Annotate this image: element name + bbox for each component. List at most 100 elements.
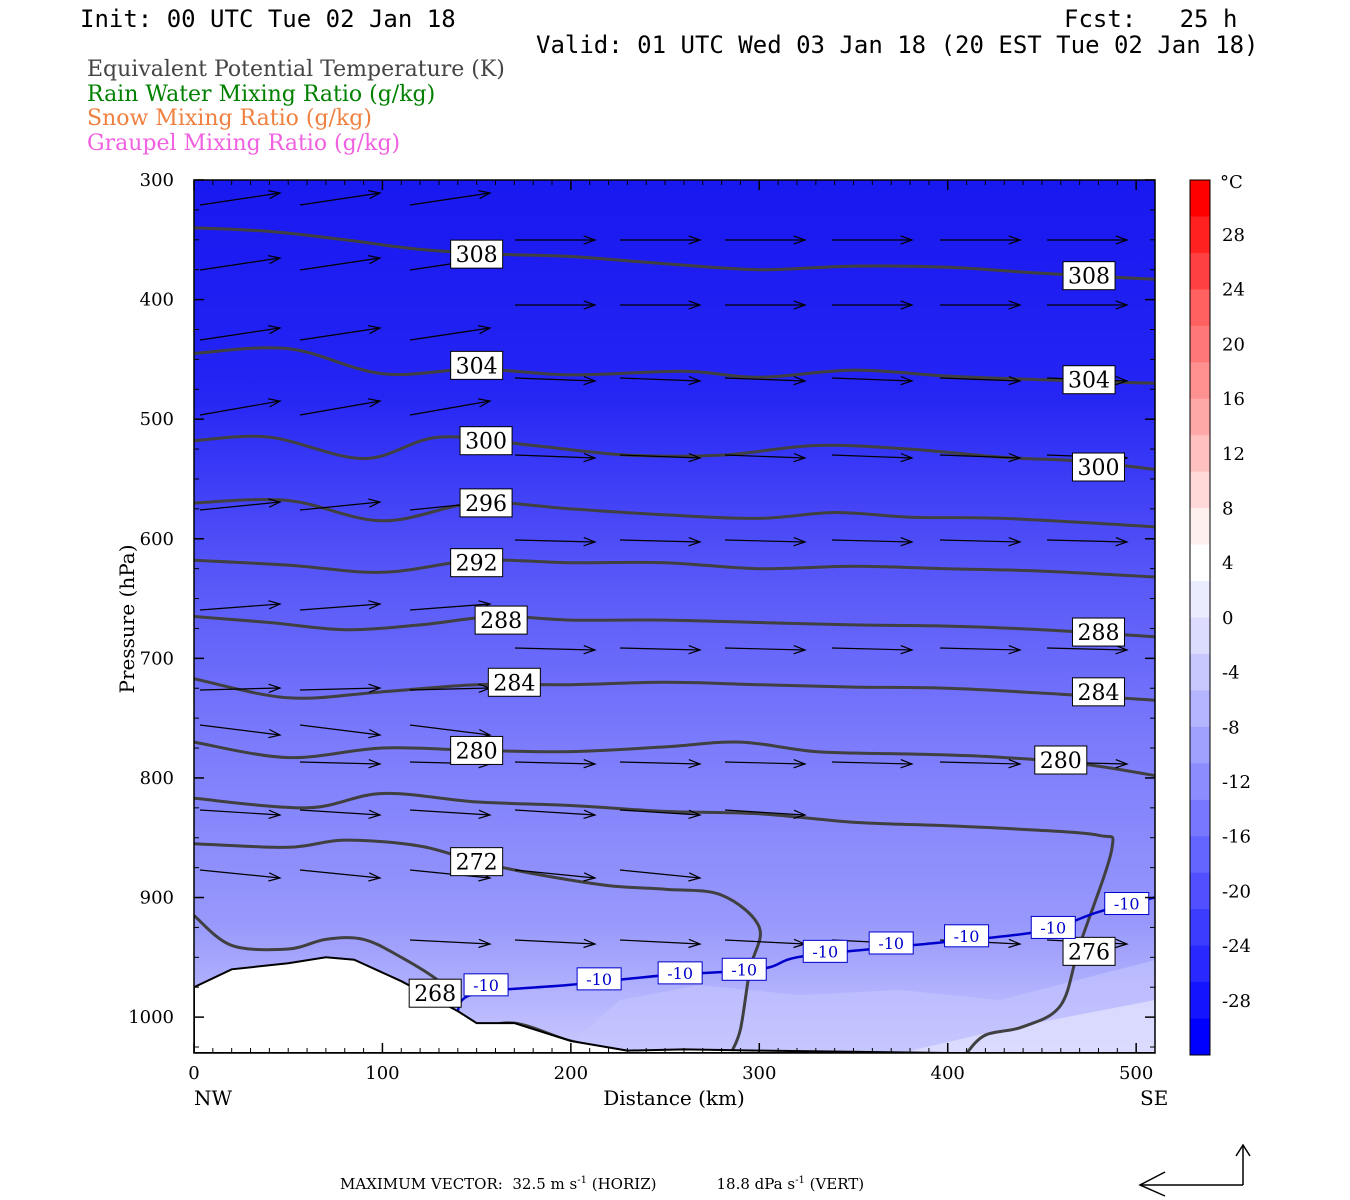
colorbar-swatch-22	[1190, 982, 1210, 1020]
wind-vector-66	[939, 759, 1022, 769]
colorbar-swatch-9	[1190, 508, 1210, 546]
wind-vector-1	[299, 190, 382, 206]
wind-vector-8	[1047, 235, 1129, 245]
wind-vector-81	[619, 938, 702, 949]
theta-e-contour-280	[194, 740, 1155, 778]
contour-label-300-1: 300	[1071, 452, 1125, 482]
isotherm-label-0: -10	[463, 973, 509, 997]
colorbar-label-13: -24	[1222, 936, 1251, 957]
colorbar-swatch-5	[1190, 362, 1210, 400]
svg-text:308: 308	[456, 243, 498, 268]
isotherm-label-2: -10	[657, 961, 703, 985]
wind-vector-25	[939, 375, 1022, 386]
contour-label-272-0: 272	[450, 847, 504, 877]
svg-text:-10: -10	[473, 976, 499, 995]
wind-vector-53	[1046, 645, 1129, 655]
wind-vector-54	[199, 683, 282, 693]
colorbar-swatch-15	[1190, 726, 1210, 764]
wind-vector-72	[619, 809, 702, 819]
wind-vector-36	[199, 498, 282, 511]
isotherm-label-1: -10	[576, 967, 622, 991]
colorbar-swatch-20	[1190, 909, 1210, 947]
svg-text:-10: -10	[586, 970, 612, 989]
x-axis-label: Distance (km)	[603, 1086, 745, 1110]
wind-vector-12	[515, 300, 597, 310]
contour-label-300-0: 300	[459, 426, 513, 456]
wind-vector-6	[832, 235, 914, 245]
theta-e-contour-296	[194, 498, 1155, 529]
colorbar-swatch-18	[1190, 836, 1210, 874]
colorbar-label-10: -12	[1222, 772, 1251, 793]
wind-vector-62	[514, 759, 597, 769]
wind-vector-19	[299, 325, 382, 341]
wind-vector-46	[299, 600, 382, 611]
colorbar-swatch-10	[1190, 544, 1210, 582]
temperature-fill	[194, 180, 1155, 1053]
x-end-right: SE	[1140, 1086, 1168, 1110]
colorbar-swatch-7	[1190, 435, 1210, 473]
svg-text:-10: -10	[1114, 895, 1140, 914]
wind-vector-75	[299, 869, 382, 882]
contour-label-284-1: 284	[1071, 677, 1125, 707]
terrain	[194, 956, 1155, 1053]
y-tick-label-300: 300	[140, 170, 174, 191]
wind-vector-27	[199, 398, 282, 416]
wind-vector-24	[831, 375, 914, 386]
wind-vector-7	[940, 235, 1022, 245]
forecast-hour: Fcst: 25 h	[1064, 5, 1238, 33]
contour-label-284-0: 284	[487, 667, 541, 697]
contour-label-288-1: 288	[1071, 617, 1125, 647]
x-tick-label-200: 200	[554, 1063, 588, 1084]
colorbar-label-9: -8	[1222, 717, 1240, 738]
legend-theta-e: Equivalent Potential Temperature (K)	[87, 57, 505, 82]
wind-vector-52	[939, 645, 1022, 655]
svg-text:300: 300	[1077, 456, 1119, 481]
wind-vector-20	[409, 325, 492, 341]
wind-vector-18	[199, 325, 282, 341]
contour-label-280-0: 280	[450, 735, 504, 765]
wind-vector-40	[619, 537, 702, 547]
wind-vector-4	[620, 235, 702, 245]
svg-text:280: 280	[456, 739, 498, 764]
theta-e-contour-276	[194, 791, 1115, 1053]
theta-e-contour-308	[194, 226, 1155, 281]
contour-label-288-0: 288	[474, 605, 528, 635]
y-tick-label-1000: 1000	[128, 1007, 174, 1028]
wind-vector-3	[515, 235, 597, 245]
isotherm-label-7: -10	[1030, 915, 1076, 939]
wind-vector-79	[409, 938, 492, 949]
wind-vector-13	[620, 300, 702, 310]
y-axis-label: Pressure (hPa)	[115, 545, 139, 694]
wind-vector-74	[199, 869, 282, 882]
colorbar-label-7: 0	[1222, 608, 1233, 629]
wind-vector-43	[939, 537, 1022, 547]
colorbar-swatch-8	[1190, 471, 1210, 509]
wind-vector-78	[619, 869, 702, 882]
svg-text:292: 292	[456, 552, 498, 577]
contour-label-280-1: 280	[1034, 745, 1088, 775]
colorbar-swatch-23	[1190, 1018, 1210, 1056]
wind-vector-45	[199, 600, 282, 611]
wind-vector-2	[409, 190, 492, 206]
svg-text:-10: -10	[667, 964, 693, 983]
wind-vector-32	[724, 452, 807, 463]
wind-vector-77	[514, 869, 597, 882]
plot-frame	[193, 179, 1156, 1054]
init-time: Init: 00 UTC Tue 02 Jan 18	[80, 5, 456, 33]
isotherm-label-8: -10	[1104, 892, 1150, 916]
isotherm-label-5: -10	[868, 931, 914, 955]
wind-vector-65	[831, 759, 914, 769]
colorbar-swatch-19	[1190, 872, 1210, 910]
colorbar-unit: °C	[1220, 172, 1243, 193]
svg-text:-10: -10	[1040, 918, 1066, 937]
colorbar-swatch-17	[1190, 799, 1210, 837]
colorbar-swatch-3	[1190, 289, 1210, 327]
wind-vector-41	[724, 537, 807, 547]
legend-rain: Rain Water Mixing Ratio (g/kg)	[87, 82, 436, 107]
wind-vector-10	[299, 255, 382, 271]
colorbar-swatch-21	[1190, 945, 1210, 983]
x-tick-label-400: 400	[931, 1063, 965, 1084]
colorbar-swatch-13	[1190, 653, 1210, 691]
x-tick-label-100: 100	[365, 1063, 399, 1084]
